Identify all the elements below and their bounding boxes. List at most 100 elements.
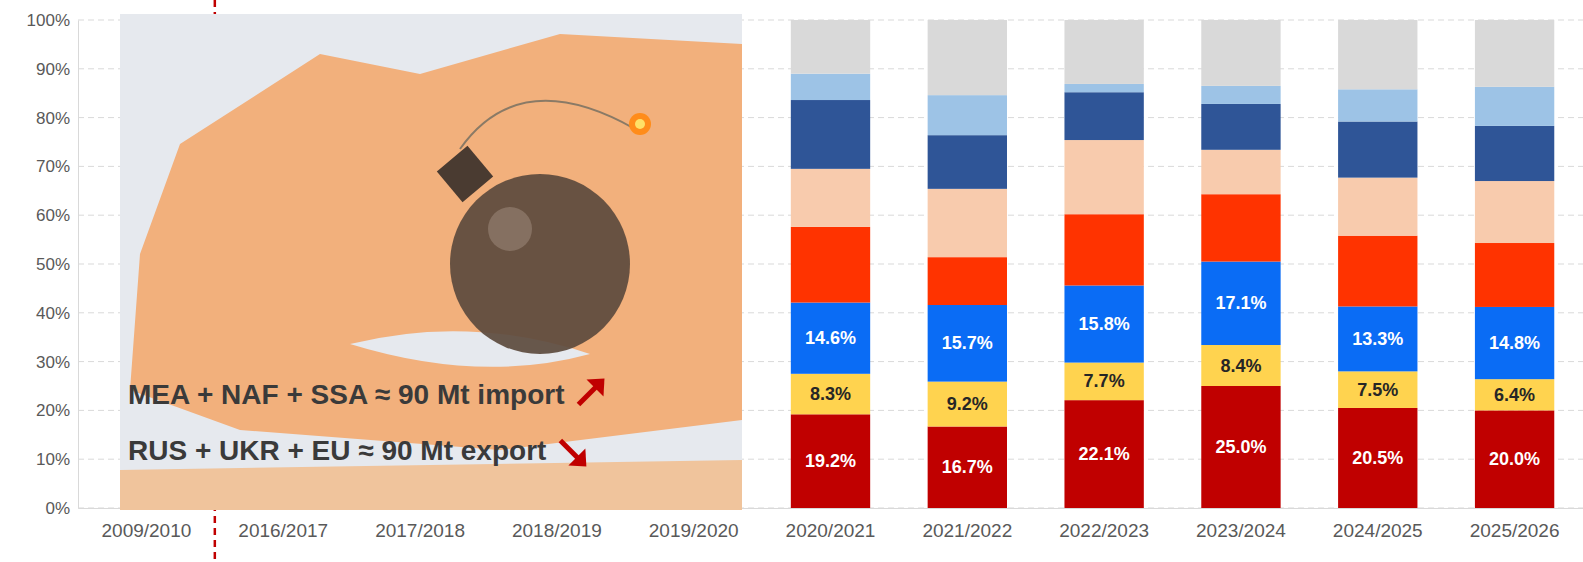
- data-label: 9.2%: [947, 394, 988, 414]
- chart: 0%10%20%30%40%50%60%70%80%90%100%2009/20…: [0, 0, 1583, 562]
- bar-segment: [928, 382, 1007, 427]
- data-label: 17.1%: [1215, 293, 1266, 313]
- x-tick-label: 2021/2022: [922, 520, 1012, 541]
- bar-segment: [791, 227, 870, 303]
- bar-segment: [1475, 87, 1554, 126]
- series: [791, 74, 1554, 135]
- y-axis: 0%10%20%30%40%50%60%70%80%90%100%: [27, 11, 79, 518]
- bar-segment: [1475, 410, 1554, 508]
- grid: [78, 20, 1583, 508]
- bar-segment: [1064, 20, 1143, 84]
- y-tick-label: 90%: [36, 60, 70, 79]
- x-tick-label: 2025/2026: [1470, 520, 1560, 541]
- bar-segment: [791, 414, 870, 508]
- data-label: 6.4%: [1494, 385, 1535, 405]
- y-tick-label: 70%: [36, 157, 70, 176]
- series: [791, 262, 1554, 382]
- bar-segment: [928, 135, 1007, 189]
- data-label: 14.8%: [1489, 333, 1540, 353]
- x-tick-label: 2016/2017: [238, 520, 328, 541]
- x-tick: 2009/2010: [101, 508, 191, 541]
- bar-segment: [1201, 262, 1280, 345]
- y-tick: 60%: [36, 206, 78, 225]
- bar-segment: [1338, 178, 1417, 236]
- bar-segment: [1064, 400, 1143, 508]
- bar-segment: [1064, 285, 1143, 362]
- x-axis: 2009/20102016/20172017/20182018/20192019…: [79, 508, 1583, 541]
- bar-segment: [928, 95, 1007, 135]
- bar-segment: [1475, 126, 1554, 181]
- y-tick: 0%: [45, 499, 78, 518]
- x-tick: 2021/2022: [922, 508, 1012, 541]
- bar-segment: [791, 169, 870, 227]
- y-axis-line: [78, 21, 79, 509]
- bar-segment: [1201, 104, 1280, 150]
- annotations: MEA + NAF + SSA ≈ 90 Mt importRUS + UKR …: [128, 379, 604, 467]
- series: [791, 140, 1554, 257]
- bomb-body: [450, 174, 630, 354]
- data-label: 19.2%: [805, 451, 856, 471]
- y-tick-label: 20%: [36, 401, 70, 420]
- x-tick-label: 2020/2021: [786, 520, 876, 541]
- bar-segment: [1338, 408, 1417, 508]
- x-tick: 2018/2019: [512, 508, 602, 541]
- x-tick: 2022/2023: [1059, 508, 1149, 541]
- bomb-shine: [488, 207, 532, 251]
- bar-segment: [1475, 379, 1554, 410]
- bar-segment: [1338, 306, 1417, 371]
- y-tick-label: 0%: [45, 499, 70, 518]
- bar-segment: [791, 20, 870, 74]
- x-tick: 2025/2026: [1470, 508, 1560, 541]
- y-tick: 20%: [36, 401, 78, 420]
- x-tick: 2016/2017: [238, 508, 328, 541]
- bar-segment: [1338, 89, 1417, 121]
- y-tick-label: 60%: [36, 206, 70, 225]
- bar-segment: [1475, 307, 1554, 379]
- bar-segment: [791, 374, 870, 415]
- x-tick-label: 2018/2019: [512, 520, 602, 541]
- y-tick-label: 10%: [36, 450, 70, 469]
- annotation-arrow-head: [586, 379, 604, 397]
- bar-segment: [928, 257, 1007, 305]
- bar-segment: [1338, 371, 1417, 408]
- bars: [791, 20, 1554, 508]
- bar-segment: [791, 303, 870, 374]
- bar-segment: [1475, 20, 1554, 87]
- y-tick-label: 30%: [36, 353, 70, 372]
- series: [791, 386, 1554, 508]
- x-tick: 2024/2025: [1333, 508, 1423, 541]
- bar-segment: [1064, 92, 1143, 140]
- bar-segment: [928, 189, 1007, 257]
- data-label: 20.0%: [1489, 449, 1540, 469]
- annotation: MEA + NAF + SSA ≈ 90 Mt import: [128, 379, 564, 410]
- series: [791, 92, 1554, 189]
- data-label: 15.8%: [1079, 314, 1130, 334]
- bar-segment: [1338, 236, 1417, 307]
- x-tick: 2020/2021: [786, 508, 876, 541]
- bar-segment: [1338, 122, 1417, 178]
- bar-segment: [791, 100, 870, 169]
- x-tick-label: 2024/2025: [1333, 520, 1423, 541]
- x-tick-label: 2009/2010: [101, 520, 191, 541]
- data-label: 16.7%: [942, 457, 993, 477]
- bar-segment: [1064, 140, 1143, 214]
- data-label: 8.3%: [810, 384, 851, 404]
- bar-segment: [928, 20, 1007, 95]
- bar-segment: [928, 305, 1007, 382]
- series: [791, 345, 1554, 426]
- y-tick-label: 40%: [36, 304, 70, 323]
- y-tick-label: 80%: [36, 109, 70, 128]
- map-background: [120, 14, 742, 510]
- bar-segment: [1064, 363, 1143, 401]
- y-tick: 80%: [36, 109, 78, 128]
- bar-segment: [928, 427, 1007, 508]
- map-picture: [120, 14, 742, 510]
- y-tick: 10%: [36, 450, 78, 469]
- x-tick-label: 2017/2018: [375, 520, 465, 541]
- data-label: 25.0%: [1215, 437, 1266, 457]
- bar-segment: [1201, 194, 1280, 261]
- bar-segment: [1475, 243, 1554, 307]
- data-label: 13.3%: [1352, 329, 1403, 349]
- data-label: 7.7%: [1084, 371, 1125, 391]
- series: [791, 194, 1554, 307]
